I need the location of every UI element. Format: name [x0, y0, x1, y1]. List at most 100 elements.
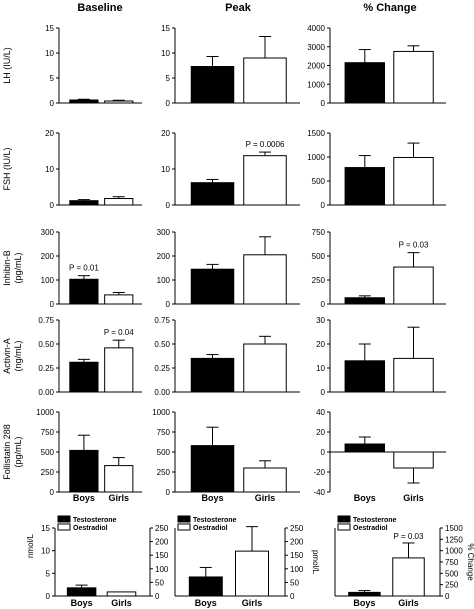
y-tick-label: 0.75	[38, 316, 54, 325]
y-tick-label: 500	[41, 448, 55, 457]
y-tick-label: 40	[316, 408, 325, 417]
left-tick-label: 15	[41, 524, 50, 533]
right-axis-label: % Change	[466, 543, 474, 581]
y-tick-label: 250	[312, 276, 326, 285]
y-tick-label: 0	[321, 201, 326, 210]
y-tick-label: 0.25	[154, 364, 170, 373]
y-tick-label: 2000	[307, 62, 325, 71]
legend-swatch-testosterone	[337, 515, 351, 523]
legend-swatch-testosterone	[177, 515, 191, 523]
right-tick-label: 250	[290, 524, 304, 533]
right-axis-label: pmol/L	[311, 550, 320, 575]
y-tick-label: 15	[45, 24, 54, 33]
y-tick-label: 20	[316, 428, 325, 437]
y-tick-label: 10	[161, 49, 170, 58]
right-tick-label: 150	[155, 551, 169, 560]
y-tick-label: 250	[157, 468, 171, 477]
y-tick-label: 5	[50, 74, 55, 83]
bar-oestradiol	[106, 591, 137, 597]
bar-boys	[190, 182, 235, 206]
bar-boys	[69, 99, 99, 104]
right-tick-label: 250	[445, 581, 459, 590]
y-tick-label: 0	[50, 488, 55, 497]
y-tick-label: -20	[313, 468, 325, 477]
right-tick-label: 500	[445, 569, 459, 578]
row-axis-label: FSH (IU/L)	[2, 147, 12, 190]
row-axis-label: (ng/mL)	[13, 340, 23, 371]
category-label: Girls	[398, 598, 419, 608]
bar-testosterone	[188, 576, 223, 597]
legend-label: Testosterone	[353, 517, 397, 524]
p-value-annotation: P = 0.0006	[246, 140, 285, 149]
right-tick-label: 100	[155, 565, 169, 574]
y-tick-label: 0	[166, 488, 171, 497]
bar-boys	[190, 66, 235, 104]
right-tick-label: 50	[155, 578, 164, 587]
legend-label: Oestradiol	[73, 525, 108, 532]
column-title: Peak	[225, 2, 252, 14]
right-tick-label: 0	[290, 592, 295, 601]
y-tick-label: 200	[41, 252, 55, 261]
column-title: % Change	[363, 2, 416, 14]
right-tick-label: 0	[445, 592, 450, 601]
legend-swatch-oestradiol	[177, 523, 191, 531]
category-label: Girls	[111, 598, 132, 608]
legend-swatch-testosterone	[57, 515, 71, 523]
y-tick-label: 1000	[36, 408, 54, 417]
y-tick-label: 0	[50, 300, 55, 309]
y-tick-label: 1000	[152, 408, 170, 417]
y-tick-label: 30	[316, 316, 325, 325]
y-tick-label: 5	[166, 74, 171, 83]
left-tick-label: 10	[41, 547, 50, 556]
y-tick-label: 0.50	[154, 340, 170, 349]
right-tick-label: 200	[290, 538, 304, 547]
bar-girls	[243, 57, 287, 104]
bar-girls	[243, 343, 287, 393]
right-tick-label: 750	[445, 558, 459, 567]
right-tick-label: 250	[155, 524, 169, 533]
bar-boys	[190, 445, 235, 493]
bar-testosterone	[66, 587, 97, 597]
y-tick-label: 20	[161, 129, 170, 138]
bar-girls	[104, 100, 134, 104]
bar-girls	[104, 465, 134, 493]
legend-label: Testosterone	[73, 517, 117, 524]
bar-girls	[393, 266, 434, 305]
legend-label: Oestradiol	[193, 525, 228, 532]
category-label: Girls	[255, 493, 276, 503]
bar-boys	[190, 268, 235, 305]
p-value-annotation: P = 0.04	[104, 328, 134, 337]
row-axis-label: (pg/mL)	[13, 436, 23, 467]
y-tick-label: 0	[321, 388, 326, 397]
y-tick-label: 500	[157, 448, 171, 457]
column-title: Baseline	[77, 2, 122, 14]
y-tick-label: 200	[157, 252, 171, 261]
legend-swatch-oestradiol	[57, 523, 71, 531]
y-tick-label: 0	[50, 99, 55, 108]
y-tick-label: 0.75	[154, 316, 170, 325]
category-label: Boys	[201, 493, 223, 503]
y-tick-label: 10	[161, 165, 170, 174]
bar-girls	[393, 156, 434, 206]
row-axis-label: Inhibin-B	[2, 250, 12, 286]
legend-label: Oestradiol	[353, 525, 388, 532]
category-label: Boys	[195, 598, 217, 608]
y-tick-label: 15	[161, 24, 170, 33]
y-tick-label: 250	[41, 468, 55, 477]
right-tick-label: 1500	[445, 524, 463, 533]
category-label: Boys	[354, 493, 376, 503]
category-label: Girls	[109, 493, 130, 503]
bar-testosterone	[348, 591, 381, 597]
row-axis-label: LH (IU/L)	[2, 47, 12, 84]
y-tick-label: 0	[321, 99, 326, 108]
y-tick-label: 0	[166, 99, 171, 108]
bar-girls	[243, 467, 287, 493]
bar-boys	[69, 278, 99, 305]
y-tick-label: 100	[157, 276, 171, 285]
y-tick-label: 0.00	[154, 388, 170, 397]
bar-boys	[344, 167, 386, 206]
y-tick-label: -40	[313, 488, 325, 497]
legend-swatch-oestradiol	[337, 523, 351, 531]
y-tick-label: 10	[316, 364, 325, 373]
